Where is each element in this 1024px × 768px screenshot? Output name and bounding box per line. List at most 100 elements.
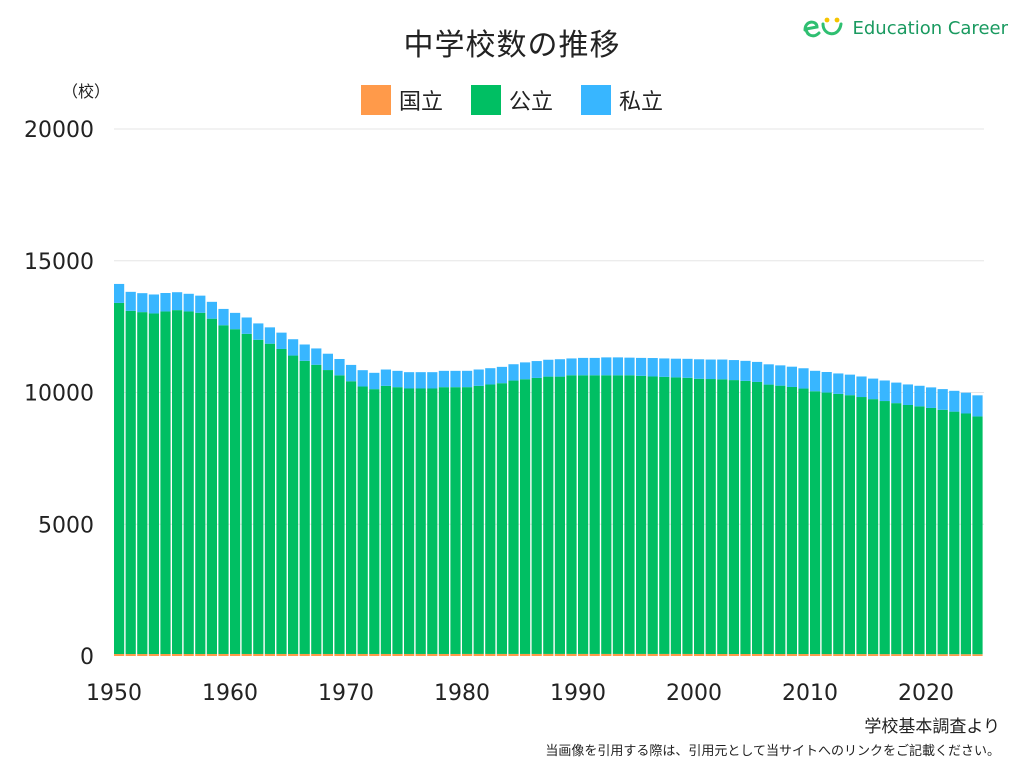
bar-segment-national-2023[interactable] bbox=[960, 654, 971, 656]
bar-segment-public-1972[interactable] bbox=[369, 389, 380, 654]
bar-segment-private-1984[interactable] bbox=[508, 364, 519, 381]
bar-segment-national-2019[interactable] bbox=[914, 654, 925, 656]
bar-segment-private-1987[interactable] bbox=[543, 359, 554, 377]
legend-item-private[interactable]: 私立 bbox=[581, 84, 663, 116]
bar-segment-public-2022[interactable] bbox=[949, 411, 960, 655]
bar-segment-national-1992[interactable] bbox=[601, 653, 612, 656]
bar-segment-public-1992[interactable] bbox=[601, 375, 612, 654]
legend-item-public[interactable]: 公立 bbox=[470, 84, 553, 116]
bar-segment-national-2008[interactable] bbox=[786, 654, 797, 656]
bar-segment-public-1984[interactable] bbox=[508, 380, 519, 654]
bar-segment-private-1980[interactable] bbox=[462, 370, 473, 388]
bar-segment-national-1974[interactable] bbox=[392, 653, 403, 656]
bar-segment-national-2014[interactable] bbox=[856, 654, 867, 656]
bar-segment-private-2021[interactable] bbox=[937, 389, 948, 410]
bar-segment-public-1969[interactable] bbox=[334, 375, 345, 654]
bar-segment-private-1958[interactable] bbox=[206, 301, 217, 319]
bar-segment-public-2006[interactable] bbox=[763, 384, 774, 655]
bar-segment-national-1991[interactable] bbox=[589, 653, 600, 656]
bar-segment-private-1976[interactable] bbox=[415, 372, 426, 389]
bar-segment-private-1981[interactable] bbox=[473, 369, 484, 386]
bar-segment-private-1968[interactable] bbox=[322, 353, 333, 371]
bar-segment-national-1969[interactable] bbox=[334, 653, 345, 656]
bar-segment-private-2015[interactable] bbox=[868, 378, 879, 400]
bar-segment-public-1997[interactable] bbox=[659, 376, 670, 654]
bar-segment-public-1954[interactable] bbox=[160, 311, 171, 654]
bar-segment-public-1999[interactable] bbox=[682, 377, 693, 654]
bar-segment-private-2011[interactable] bbox=[821, 372, 832, 393]
bar-segment-national-1964[interactable] bbox=[276, 653, 287, 656]
bar-segment-national-1978[interactable] bbox=[438, 653, 449, 656]
bar-segment-private-2016[interactable] bbox=[879, 380, 890, 402]
bar-segment-national-1996[interactable] bbox=[647, 653, 658, 656]
bar-segment-private-1959[interactable] bbox=[218, 308, 229, 326]
bar-segment-private-1950[interactable] bbox=[114, 283, 125, 303]
bar-segment-public-1956[interactable] bbox=[183, 311, 194, 654]
bar-segment-public-2002[interactable] bbox=[717, 379, 728, 654]
bar-segment-public-1970[interactable] bbox=[346, 381, 357, 654]
bar-segment-public-1983[interactable] bbox=[496, 383, 507, 654]
bar-segment-national-1968[interactable] bbox=[322, 653, 333, 656]
bar-segment-national-1983[interactable] bbox=[496, 653, 507, 656]
bar-segment-public-1961[interactable] bbox=[241, 333, 252, 654]
bar-segment-public-2020[interactable] bbox=[926, 407, 937, 655]
bar-segment-private-1965[interactable] bbox=[288, 339, 299, 356]
bar-segment-national-1976[interactable] bbox=[415, 653, 426, 656]
bar-segment-public-2017[interactable] bbox=[891, 403, 902, 655]
bar-segment-public-1978[interactable] bbox=[438, 387, 449, 654]
bar-segment-national-2018[interactable] bbox=[902, 654, 913, 656]
bar-segment-national-1998[interactable] bbox=[670, 653, 681, 656]
bar-segment-public-1991[interactable] bbox=[589, 375, 600, 654]
bar-segment-public-1977[interactable] bbox=[427, 388, 438, 654]
bar-segment-public-1987[interactable] bbox=[543, 376, 554, 654]
bar-segment-public-1958[interactable] bbox=[206, 318, 217, 654]
bar-segment-national-1967[interactable] bbox=[311, 653, 322, 656]
bar-segment-private-1995[interactable] bbox=[636, 357, 647, 376]
bar-segment-private-1985[interactable] bbox=[520, 362, 531, 380]
bar-segment-public-1988[interactable] bbox=[554, 376, 565, 654]
bar-segment-private-2020[interactable] bbox=[926, 387, 937, 408]
bar-segment-public-2018[interactable] bbox=[902, 404, 913, 655]
bar-segment-private-2024[interactable] bbox=[972, 395, 983, 417]
bar-segment-private-2003[interactable] bbox=[728, 360, 739, 381]
bar-segment-national-1997[interactable] bbox=[659, 653, 670, 656]
bar-segment-private-2023[interactable] bbox=[960, 392, 971, 414]
bar-segment-public-1966[interactable] bbox=[299, 360, 310, 654]
bar-segment-public-1990[interactable] bbox=[578, 375, 589, 654]
bar-segment-private-2007[interactable] bbox=[775, 365, 786, 386]
bar-segment-national-2015[interactable] bbox=[868, 654, 879, 656]
bar-segment-public-2009[interactable] bbox=[798, 388, 809, 655]
bar-segment-public-2008[interactable] bbox=[786, 386, 797, 655]
bar-segment-private-1957[interactable] bbox=[195, 295, 206, 313]
bar-segment-public-1989[interactable] bbox=[566, 375, 577, 654]
bar-segment-private-2019[interactable] bbox=[914, 385, 925, 407]
bar-segment-national-2011[interactable] bbox=[821, 654, 832, 656]
bar-segment-private-2013[interactable] bbox=[844, 374, 855, 396]
bar-segment-private-1998[interactable] bbox=[670, 358, 681, 378]
bar-segment-national-1995[interactable] bbox=[636, 653, 647, 656]
bar-segment-national-1952[interactable] bbox=[137, 654, 148, 656]
bar-segment-public-1953[interactable] bbox=[148, 313, 159, 655]
bar-segment-private-2002[interactable] bbox=[717, 359, 728, 380]
bar-segment-public-1951[interactable] bbox=[125, 310, 136, 655]
bar-segment-national-1961[interactable] bbox=[241, 653, 252, 656]
bar-segment-private-1963[interactable] bbox=[264, 327, 275, 344]
bar-segment-private-1954[interactable] bbox=[160, 293, 171, 312]
bar-segment-national-1957[interactable] bbox=[195, 654, 206, 656]
bar-segment-national-1981[interactable] bbox=[473, 653, 484, 656]
bar-segment-national-1953[interactable] bbox=[148, 654, 159, 656]
bar-segment-national-2001[interactable] bbox=[705, 654, 716, 656]
bar-segment-public-1982[interactable] bbox=[485, 384, 496, 654]
bar-segment-national-1986[interactable] bbox=[531, 653, 542, 656]
bar-segment-public-1952[interactable] bbox=[137, 312, 148, 655]
bar-segment-public-2013[interactable] bbox=[844, 395, 855, 655]
bar-segment-private-2014[interactable] bbox=[856, 376, 867, 398]
bar-segment-private-2008[interactable] bbox=[786, 366, 797, 387]
bar-segment-national-1985[interactable] bbox=[520, 653, 531, 656]
bar-segment-national-2009[interactable] bbox=[798, 654, 809, 656]
bar-segment-private-1967[interactable] bbox=[311, 348, 322, 365]
bar-segment-national-2007[interactable] bbox=[775, 654, 786, 656]
bar-segment-private-1970[interactable] bbox=[346, 364, 357, 382]
bar-segment-national-1965[interactable] bbox=[288, 653, 299, 656]
bar-segment-national-1963[interactable] bbox=[264, 653, 275, 656]
